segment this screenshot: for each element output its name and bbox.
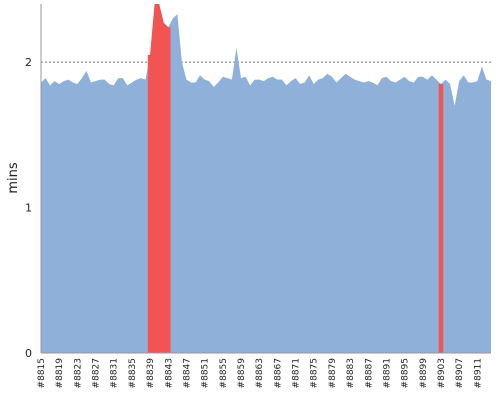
x-tick-label: #8883 bbox=[346, 358, 356, 388]
x-tick-label: #8859 bbox=[237, 358, 247, 389]
x-tick-label: #8907 bbox=[455, 358, 465, 388]
x-tick-label: #8891 bbox=[383, 358, 393, 388]
x-tick-label: #8879 bbox=[328, 358, 338, 389]
area-highlight bbox=[147, 4, 171, 353]
x-tick-label: #8835 bbox=[128, 358, 138, 388]
x-tick-label: #8855 bbox=[219, 358, 229, 388]
x-tick-label: #8887 bbox=[364, 358, 374, 388]
x-tick-label: #8831 bbox=[110, 358, 120, 388]
x-tick-label: #8911 bbox=[473, 358, 483, 388]
x-tick-labels: #8815 #8819 #8823 #8827 #8831 #8835 #8839 #8843… bbox=[37, 358, 483, 389]
x-tick-label: #8867 bbox=[273, 358, 283, 388]
y-tick-label: 1 bbox=[25, 202, 32, 215]
x-tick-label: #8823 bbox=[73, 358, 83, 388]
area-highlight bbox=[438, 83, 444, 353]
x-tick-label: #8851 bbox=[201, 358, 211, 388]
area-normal bbox=[41, 4, 491, 353]
x-tick-label: #8903 bbox=[437, 358, 447, 388]
x-tick-label: #8847 bbox=[183, 358, 193, 388]
x-tick-label: #8899 bbox=[419, 358, 429, 389]
y-axis-label: mins bbox=[6, 162, 21, 194]
y-tick-label: 2 bbox=[25, 56, 32, 69]
axes bbox=[40, 4, 491, 354]
x-tick-label: #8815 bbox=[37, 358, 47, 388]
y-tick-labels: 0 1 2 bbox=[25, 56, 32, 360]
x-tick-label: #8827 bbox=[92, 358, 102, 388]
x-tick-label: #8843 bbox=[164, 358, 174, 388]
x-tick-label: #8875 bbox=[310, 358, 320, 388]
x-tick-label: #8863 bbox=[255, 358, 265, 388]
x-tick-label: #8895 bbox=[401, 358, 411, 388]
x-tick-label: #8839 bbox=[146, 358, 156, 389]
area-series bbox=[41, 4, 491, 353]
x-tick-label: #8819 bbox=[55, 358, 65, 389]
x-tick-label: #8871 bbox=[292, 358, 302, 388]
y-tick-label: 0 bbox=[25, 347, 32, 360]
